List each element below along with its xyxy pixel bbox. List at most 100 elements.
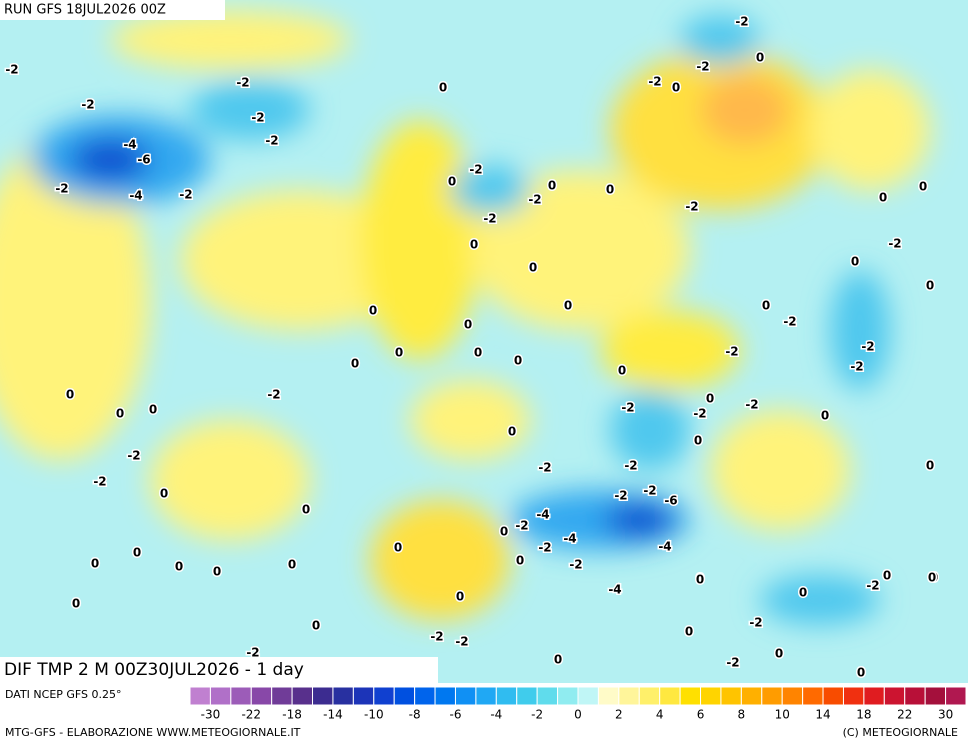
contour-label: 0 <box>857 666 865 680</box>
color-swatch <box>945 686 967 706</box>
colorbar-label: -8 <box>409 708 421 722</box>
contour-label: -4 <box>129 189 142 203</box>
contour-label: -4 <box>123 138 136 152</box>
contour-label: -2 <box>696 60 709 74</box>
color-swatch <box>740 686 763 706</box>
color-swatch <box>904 686 926 706</box>
contour-label: 0 <box>369 304 377 318</box>
contour-label: 0 <box>213 565 221 579</box>
colorbar-label: 18 <box>856 708 871 722</box>
contour-label: 0 <box>312 619 320 633</box>
contour-labels: -2-2-2-2-2-2-4-6-2 -4 -20 -2-200-20 0 0-2-2-2… <box>4 13 940 681</box>
contour-label: 0 <box>762 299 770 313</box>
field <box>0 10 930 625</box>
contour-label: 0 <box>514 354 522 368</box>
color-swatch <box>291 686 314 706</box>
color-swatch <box>332 686 354 706</box>
contour-label: 0 <box>926 279 934 293</box>
colorbar-label: -30 <box>201 708 221 722</box>
contour-label: -2 <box>866 579 879 593</box>
contour-label: 0 <box>775 647 783 661</box>
color-swatch <box>414 686 436 706</box>
colorbar-label: 0 <box>574 708 582 722</box>
contour-label: -2 <box>538 541 551 555</box>
color-swatch <box>434 686 456 706</box>
contour-label: -2 <box>93 475 106 489</box>
colorbar-label: 8 <box>738 708 746 722</box>
contour-label: -2 <box>127 449 140 463</box>
colorbar: -30 -22 -18 -14 -10 -8 -6 -4 -2 0 2 4 6 8 10 14 18 22 30 <box>189 686 967 722</box>
contour-label: -2 <box>693 407 706 421</box>
contour-label: -2 <box>5 63 18 77</box>
contour-label: -2 <box>735 15 748 29</box>
contour-label: 0 <box>756 51 764 65</box>
contour-label: 0 <box>149 403 157 417</box>
color-swatch <box>352 686 375 706</box>
colorbar-label: -22 <box>241 708 261 722</box>
contour-label: -2 <box>179 188 192 202</box>
contour-label: 0 <box>288 558 296 572</box>
color-swatch <box>659 686 681 706</box>
contour-label: -2 <box>483 212 496 226</box>
color-swatch <box>700 686 722 706</box>
contour-label: -2 <box>749 616 762 630</box>
contour-label: 0 <box>474 346 482 360</box>
color-swatch <box>720 686 742 706</box>
contour-label: 0 <box>694 434 702 448</box>
contour-label: -2 <box>783 315 796 329</box>
contour-label: -2 <box>528 193 541 207</box>
contour-label: 0 <box>696 573 704 587</box>
color-swatch <box>618 686 640 706</box>
color-swatch <box>597 686 620 706</box>
contour-label: 0 <box>500 525 508 539</box>
colorbar-label: 22 <box>897 708 912 722</box>
color-swatch <box>209 686 232 706</box>
contour-label: 0 <box>685 625 693 639</box>
contour-label: 0 <box>302 503 310 517</box>
contour-label: 0 <box>548 179 556 193</box>
contour-label: -2 <box>685 200 698 214</box>
contour-label: -4 <box>536 508 549 522</box>
title-box <box>0 657 438 683</box>
contour-label: 0 <box>470 238 478 252</box>
color-swatch <box>883 686 906 706</box>
source: DATI NCEP GFS 0.25° <box>5 688 122 701</box>
contour-label: 0 <box>696 572 704 586</box>
contour-label: -2 <box>569 558 582 572</box>
contour-label: -2 <box>236 76 249 90</box>
map <box>0 0 968 683</box>
color-swatch <box>454 686 477 706</box>
contour-label: -2 <box>643 484 656 498</box>
footer-left: MTG-GFS - ELABORAZIONE WWW.METEOGIORNALE… <box>5 726 301 739</box>
contour-label: -6 <box>137 153 150 167</box>
contour-label: -6 <box>664 494 677 508</box>
color-swatch <box>802 686 824 706</box>
contour-label: 0 <box>91 557 99 571</box>
color-swatch <box>924 686 947 706</box>
color-swatch <box>536 686 559 706</box>
contour-label: -2 <box>267 388 280 402</box>
contour-label: 0 <box>394 541 402 555</box>
color-swatch <box>863 686 885 706</box>
contour-label: 0 <box>448 175 456 189</box>
color-swatch <box>373 686 395 706</box>
run-box <box>0 0 225 20</box>
contour-label: -2 <box>624 459 637 473</box>
color-swatch <box>679 686 702 706</box>
color-swatch <box>230 686 252 706</box>
color-swatch <box>475 686 497 706</box>
colorbar-label: 6 <box>697 708 705 722</box>
contour-label: -2 <box>745 398 758 412</box>
color-swatch <box>557 686 579 706</box>
contour-label: -2 <box>265 134 278 148</box>
colorbar-label: 14 <box>815 708 830 722</box>
contour-label: -2 <box>888 237 901 251</box>
contour-label: -2 <box>81 98 94 112</box>
colorbar-label: -14 <box>323 708 343 722</box>
contour-label: 0 <box>516 554 524 568</box>
footer-right: (C) METEOGIORNALE <box>843 726 958 739</box>
color-swatch <box>312 686 334 706</box>
color-swatch <box>393 686 416 706</box>
colorbar-label: -6 <box>449 708 461 722</box>
